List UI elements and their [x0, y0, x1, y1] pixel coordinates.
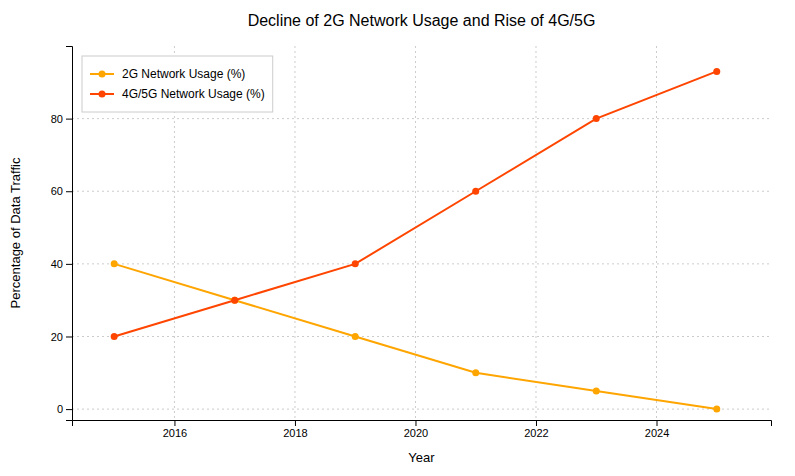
- y-tick: 60: [51, 185, 72, 197]
- y-tick: 0: [57, 403, 72, 415]
- legend-box: [82, 56, 273, 112]
- series-line: [114, 264, 717, 409]
- x-tick-label: 2022: [524, 427, 548, 439]
- y-tick-label: 20: [51, 331, 63, 343]
- data-point: [111, 260, 118, 267]
- data-point: [352, 260, 359, 267]
- x-tick: 2018: [283, 420, 307, 439]
- x-tick-label: 2024: [645, 427, 669, 439]
- grid-line-x: [656, 46, 657, 420]
- y-axis-line: [66, 47, 73, 421]
- grid-line-y: [72, 409, 771, 410]
- grid-line-x: [535, 46, 536, 420]
- x-tick: 2020: [404, 420, 428, 439]
- legend-items: 2G Network Usage (%) 4G/5G Network Usage …: [90, 67, 265, 101]
- x-axis-title: Year: [408, 450, 435, 465]
- x-tick-mark: [536, 420, 537, 426]
- grid-line-x: [415, 46, 416, 420]
- series: [111, 260, 721, 412]
- grid: [72, 46, 771, 420]
- y-tick-label: 80: [51, 113, 63, 125]
- x-axis-line: [73, 421, 772, 427]
- legend: 2G Network Usage (%) 4G/5G Network Usage …: [82, 56, 273, 112]
- series-group: [111, 68, 721, 413]
- y-tick-mark: [66, 119, 72, 120]
- data-point: [472, 369, 479, 376]
- x-tick-label: 2018: [283, 427, 307, 439]
- x-tick-label: 2016: [163, 427, 187, 439]
- legend-marker: [99, 91, 106, 98]
- y-tick: 80: [51, 113, 72, 125]
- data-point: [231, 297, 238, 304]
- y-tick: 20: [51, 331, 72, 343]
- data-point: [713, 68, 720, 75]
- data-point: [593, 115, 600, 122]
- x-tick-mark: [295, 420, 296, 426]
- x-tick: 2016: [163, 420, 187, 439]
- data-point: [472, 188, 479, 195]
- y-tick-label: 0: [57, 403, 63, 415]
- data-point: [593, 387, 600, 394]
- y-axis: 0 20 40 60 80: [51, 47, 73, 421]
- data-point: [713, 406, 720, 413]
- grid-line-x: [294, 46, 295, 420]
- y-tick-mark: [66, 191, 72, 192]
- y-axis-title: Percentage of Data Traffic: [8, 157, 23, 308]
- chart: 2016 2018 2020 2022 2024 0 20 40 60 80 2G Network …: [0, 0, 795, 476]
- data-point: [352, 333, 359, 340]
- legend-item: 2G Network Usage (%): [90, 67, 245, 81]
- legend-label: 2G Network Usage (%): [122, 67, 245, 81]
- grid-line-y: [72, 118, 771, 119]
- x-tick-mark: [415, 420, 416, 426]
- grid-line-y: [72, 191, 771, 192]
- legend-label: 4G/5G Network Usage (%): [122, 87, 265, 101]
- plot-area: 2016 2018 2020 2022 2024 0 20 40 60 80 2G Network …: [51, 46, 772, 439]
- x-tick-mark: [657, 420, 658, 426]
- data-point: [111, 333, 118, 340]
- legend-marker: [99, 71, 106, 78]
- y-tick-mark: [66, 336, 72, 337]
- x-axis: 2016 2018 2020 2022 2024: [73, 420, 772, 439]
- x-tick: 2022: [524, 420, 548, 439]
- chart-title: Decline of 2G Network Usage and Rise of …: [248, 12, 596, 29]
- y-tick-label: 60: [51, 185, 63, 197]
- data-point: [231, 297, 238, 304]
- x-tick: 2024: [645, 420, 669, 439]
- y-tick: 40: [51, 258, 72, 270]
- x-tick-label: 2020: [404, 427, 428, 439]
- y-tick-label: 40: [51, 258, 63, 270]
- legend-item: 4G/5G Network Usage (%): [90, 87, 265, 101]
- x-tick-mark: [174, 420, 175, 426]
- y-tick-mark: [66, 264, 72, 265]
- y-tick-mark: [66, 409, 72, 410]
- grid-line-y: [72, 336, 771, 337]
- grid-line-y: [72, 263, 771, 264]
